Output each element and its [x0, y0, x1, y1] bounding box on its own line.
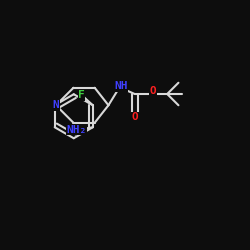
Text: N: N [52, 100, 59, 110]
Text: F: F [78, 90, 85, 100]
Text: O: O [131, 112, 138, 122]
Text: NH: NH [114, 82, 128, 92]
Text: NH₂: NH₂ [66, 125, 87, 135]
Text: O: O [150, 86, 156, 96]
